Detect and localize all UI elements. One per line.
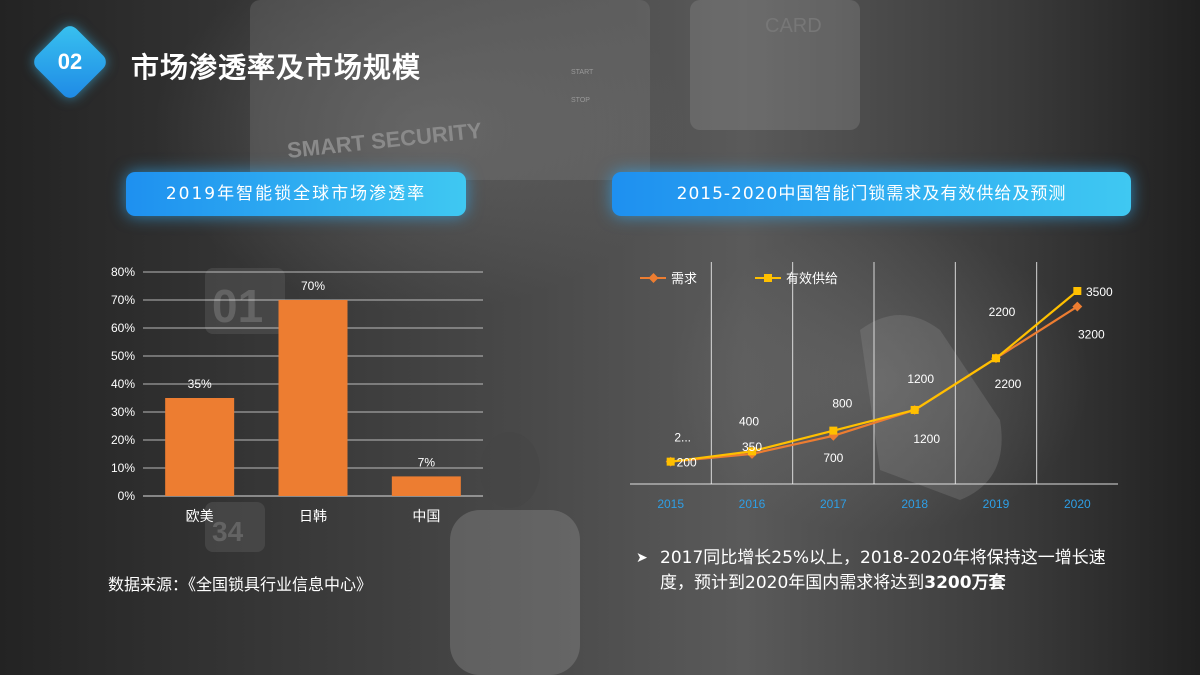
background-card-slot — [690, 0, 860, 130]
bar-y-tick-label: 70% — [111, 293, 135, 307]
bar-y-tick-label: 40% — [111, 377, 135, 391]
bg-person-head — [480, 432, 540, 508]
line-supply-value-label: 2... — [674, 431, 691, 445]
line-point-supply — [1073, 287, 1082, 295]
legend-marker-demand — [648, 273, 659, 283]
line-x-tick-label: 2019 — [983, 497, 1010, 511]
line-x-tick-label: 2018 — [901, 497, 928, 511]
page-title: 市场渗透率及市场规模 — [131, 51, 422, 84]
bar-y-tick-label: 30% — [111, 405, 135, 419]
background-panel — [250, 0, 650, 180]
line-point-supply — [992, 354, 1000, 363]
bar-y-tick-label: 20% — [111, 433, 135, 447]
legend-label: 有效供给 — [786, 271, 838, 286]
bg-stop-text: STOP — [571, 97, 590, 104]
line-demand-value-label: 3200 — [1078, 328, 1105, 342]
line-point-supply — [829, 426, 838, 435]
bg-keypad-34: 34 — [212, 516, 244, 547]
bar — [278, 300, 348, 496]
section-number: 02 — [57, 49, 83, 74]
line-supply-value-label: 1200 — [907, 372, 934, 386]
bg-keypad-01: 01 — [212, 280, 263, 332]
line-series-demand — [670, 305, 1078, 463]
bg-finger — [860, 315, 1002, 500]
bg-keypad-key — [205, 268, 285, 334]
bar-value-label: 70% — [301, 279, 325, 293]
line-supply-value-label: 2200 — [989, 305, 1016, 319]
line-supply-value-label: 800 — [832, 397, 852, 411]
bar-category-label: 欧美 — [186, 508, 214, 524]
line-series-supply — [670, 290, 1079, 463]
line-demand-value-label: 700 — [823, 451, 843, 465]
bg-person-body — [450, 510, 580, 675]
summary-note: ➤ 2017同比增长25%以上，2018-2020年将保持这一增长速度，预计到2… — [636, 546, 1136, 596]
bar-value-label: 7% — [418, 455, 436, 469]
line-x-tick-label: 2017 — [820, 497, 847, 511]
line-x-tick-label: 2016 — [739, 497, 766, 511]
line-x-tick-label: 2020 — [1064, 497, 1091, 511]
bg-keypad-key — [205, 502, 265, 552]
line-demand-value-label: 1200 — [913, 432, 940, 446]
bar-category-label: 日韩 — [299, 508, 327, 524]
legend-marker-supply — [764, 274, 772, 282]
line-supply-value-label: 3500 — [1086, 285, 1113, 299]
bar-chart-title-pill: 2019年智能锁全球市场渗透率 — [126, 172, 466, 216]
summary-highlight: 3200万套 — [924, 573, 1006, 593]
arrow-icon: ➤ — [636, 550, 648, 566]
line-x-tick-label: 2015 — [657, 497, 684, 511]
line-demand-value-label: 350 — [742, 440, 762, 454]
line-demand-value-label: 2200 — [995, 377, 1022, 391]
legend-label: 需求 — [671, 271, 697, 286]
data-source: 数据来源：《全国锁具行业信息中心》 — [108, 575, 373, 594]
bar-y-tick-label: 0% — [118, 489, 136, 503]
bar-y-tick-label: 10% — [111, 461, 135, 475]
line-point-demand — [1072, 301, 1083, 312]
line-supply-value-label: 400 — [739, 414, 759, 428]
bar-category-label: 中国 — [412, 508, 440, 524]
bar-y-tick-label: 60% — [111, 321, 135, 335]
bg-card-text: CARD — [765, 15, 822, 37]
line-point-supply — [910, 405, 919, 414]
line-chart-title-pill: 2015-2020中国智能门锁需求及有效供给及预测 — [612, 172, 1131, 216]
bar-value-label: 35% — [188, 377, 212, 391]
bar — [391, 476, 461, 496]
line-demand-value-label: 200 — [677, 456, 697, 470]
bar-y-tick-label: 80% — [111, 265, 135, 279]
line-point-supply — [748, 447, 756, 456]
line-point-supply — [666, 457, 675, 466]
bg-start-text: START — [571, 69, 594, 76]
bar-y-tick-label: 50% — [111, 349, 135, 363]
summary-text-block: 2017同比增长25%以上，2018-2020年将保持这一增长速度，预计到202… — [636, 546, 1136, 596]
summary-text: 2017同比增长25%以上，2018-2020年将保持这一增长速度，预计到202… — [660, 548, 1106, 593]
bar — [165, 398, 235, 496]
